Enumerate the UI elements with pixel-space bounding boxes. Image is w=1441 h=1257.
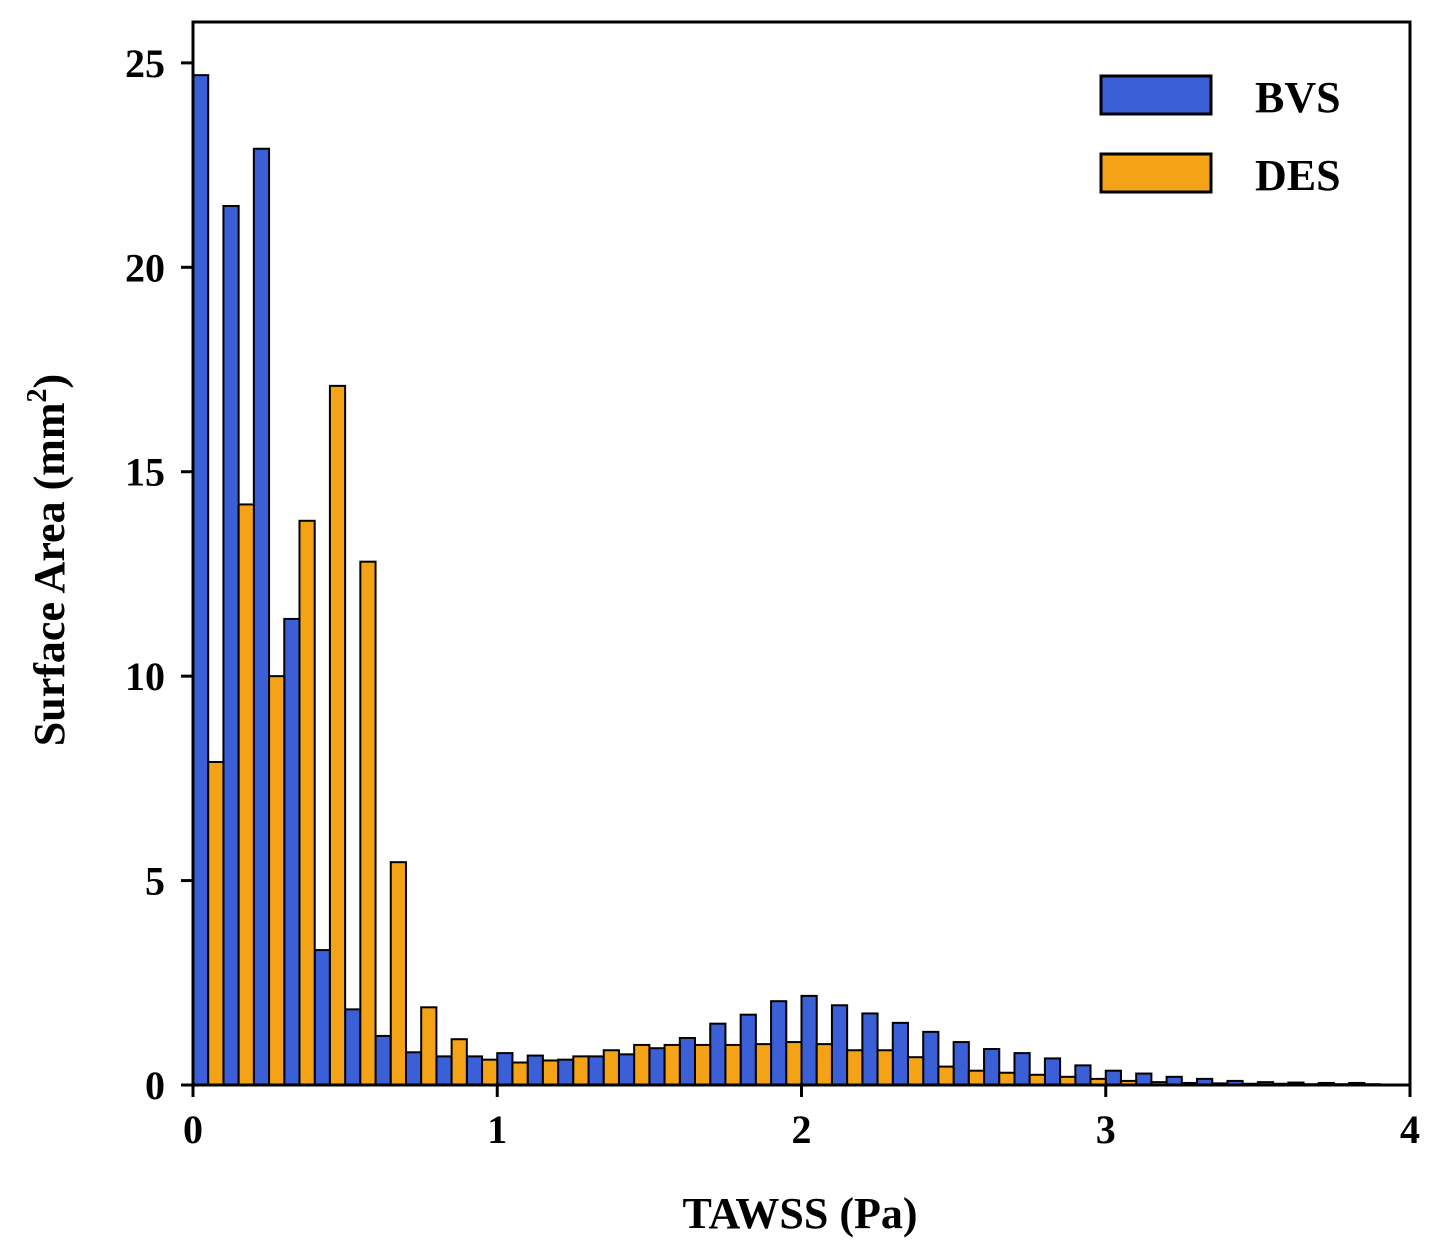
y-tick-label: 15: [125, 450, 165, 495]
bar-des: [785, 1041, 803, 1086]
x-tick-label: 1: [487, 1107, 507, 1152]
y-tick-label: 5: [145, 859, 165, 904]
y-tick-label: 10: [125, 654, 165, 699]
bar-des: [328, 384, 347, 1086]
bar-bvs: [222, 204, 240, 1087]
y-axis-title: Surface Area (mm2): [22, 374, 74, 746]
y-tick-label: 20: [125, 245, 165, 290]
x-tick-label: 2: [792, 1107, 812, 1152]
bar-bvs: [983, 1048, 1001, 1087]
x-tick-label: 4: [1400, 1107, 1420, 1152]
bar-bvs: [861, 1012, 879, 1087]
bar-des: [541, 1059, 560, 1086]
bar-bvs: [830, 1004, 849, 1087]
bar-des: [663, 1043, 681, 1087]
legend: BVS DES: [1099, 73, 1341, 200]
bar-des: [876, 1049, 894, 1086]
bar-bvs: [344, 1008, 362, 1086]
bar-bvs: [465, 1055, 484, 1087]
bar-bvs: [1135, 1072, 1153, 1087]
bar-des: [359, 560, 377, 1086]
bar-des: [481, 1058, 499, 1087]
bar-des: [754, 1043, 773, 1086]
bar-des: [268, 675, 286, 1087]
x-tick-label: 3: [1096, 1107, 1116, 1152]
bar-des: [207, 761, 225, 1086]
bar-bvs: [557, 1058, 575, 1087]
y-tick-label: 0: [145, 1063, 165, 1108]
bar-des: [298, 519, 316, 1086]
bar-des: [815, 1043, 833, 1086]
bar-bvs: [252, 147, 271, 1087]
axes-layer: 0 1 2 3 4 0 5 10 15 20 25: [125, 20, 1420, 1152]
bar-bvs: [435, 1055, 453, 1087]
bar-bvs: [678, 1036, 697, 1086]
bar-des: [906, 1056, 925, 1086]
bars-layer: [192, 74, 1381, 1087]
bar-des: [389, 861, 407, 1086]
y-tick-label: 25: [125, 41, 165, 86]
bar-bvs: [374, 1034, 392, 1086]
bar-bvs: [709, 1022, 727, 1086]
legend-swatch-des: [1099, 152, 1213, 194]
bar-bvs: [1074, 1064, 1092, 1087]
y-axis-title-superscript: 2: [22, 388, 53, 402]
bar-des: [237, 503, 255, 1086]
bar-bvs: [922, 1030, 940, 1086]
bar-bvs: [313, 949, 331, 1087]
bar-bvs: [192, 74, 210, 1086]
bar-bvs: [648, 1047, 666, 1086]
bar-bvs: [952, 1041, 970, 1086]
bar-bvs: [526, 1054, 544, 1087]
bar-des: [967, 1069, 986, 1086]
bar-bvs: [1013, 1052, 1031, 1086]
bar-des: [420, 1006, 438, 1087]
bar-des: [694, 1043, 712, 1087]
bar-bvs: [770, 1000, 788, 1086]
bar-bvs: [587, 1055, 605, 1087]
y-axis-title-main: Surface Area (mm: [25, 402, 74, 746]
bar-des: [724, 1043, 742, 1087]
bar-des: [1028, 1073, 1046, 1087]
bar-bvs: [496, 1052, 514, 1086]
bar-des: [846, 1049, 864, 1086]
x-tick-label: 0: [183, 1107, 203, 1152]
bar-bvs: [800, 994, 818, 1086]
bar-bvs: [1104, 1069, 1122, 1086]
legend-swatch-bvs: [1099, 74, 1213, 116]
bar-bvs: [404, 1051, 423, 1087]
bar-bvs: [283, 617, 301, 1086]
bar-des: [937, 1065, 955, 1086]
legend-label-des: DES: [1255, 151, 1341, 200]
bar-des: [633, 1043, 651, 1087]
x-axis-title: TAWSS (Pa): [682, 1189, 917, 1238]
bar-bvs: [1043, 1057, 1062, 1087]
bar-des: [511, 1061, 529, 1087]
bar-bvs: [891, 1021, 909, 1086]
legend-label-bvs: BVS: [1255, 73, 1341, 122]
bar-des: [450, 1038, 468, 1086]
y-axis-title-close: ): [25, 374, 74, 389]
bar-des: [602, 1049, 620, 1086]
bar-des: [998, 1071, 1016, 1086]
bar-des: [572, 1055, 590, 1087]
bar-bvs: [739, 1013, 757, 1086]
bar-bvs: [617, 1053, 636, 1086]
